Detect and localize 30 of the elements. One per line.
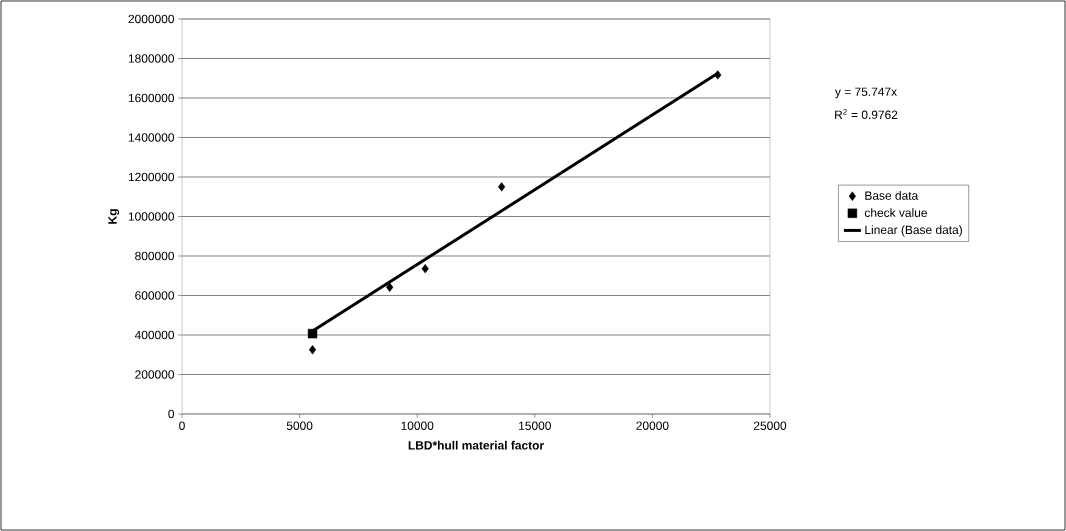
y-tick-label: 200000 <box>135 370 175 379</box>
y-tick-label: 0 <box>168 409 175 419</box>
text: y = 75.747x <box>834 87 897 99</box>
x-tick-label: 15000 <box>519 421 551 430</box>
x-tick-label: 25000 <box>753 421 787 430</box>
y-tick-label: 2000000 <box>128 14 175 24</box>
x-axis-title: LBD*hull material factor <box>408 440 544 450</box>
point <box>386 282 394 292</box>
legend-label: Linear (Base data) <box>865 225 962 237</box>
legend-label: check value <box>864 208 927 217</box>
y-tick-label: 800000 <box>135 251 175 261</box>
x-tick-label: 10000 <box>401 421 434 430</box>
y-axis-title: Kg <box>108 209 120 224</box>
y-tick-label: 400000 <box>134 330 175 340</box>
y-tick-label: 1000000 <box>128 212 175 221</box>
y-tick-label: 600000 <box>135 291 175 300</box>
point <box>498 182 506 192</box>
x-tick-label: 20000 <box>636 421 669 430</box>
point <box>421 263 429 274</box>
y-tick-label: 1200000 <box>128 172 175 182</box>
point <box>714 70 722 80</box>
legend-label: Base data <box>865 191 919 200</box>
point <box>307 328 318 339</box>
text: R$^{2}$ = 0.9762 <box>835 108 898 119</box>
y-tick-label: 1600000 <box>128 93 175 103</box>
point <box>308 345 317 355</box>
x-tick-label: 5000 <box>286 421 313 430</box>
x-tick-label: 0 <box>179 421 185 430</box>
y-tick-label: 1800000 <box>128 54 175 63</box>
y-tick-label: 1400000 <box>128 133 175 142</box>
